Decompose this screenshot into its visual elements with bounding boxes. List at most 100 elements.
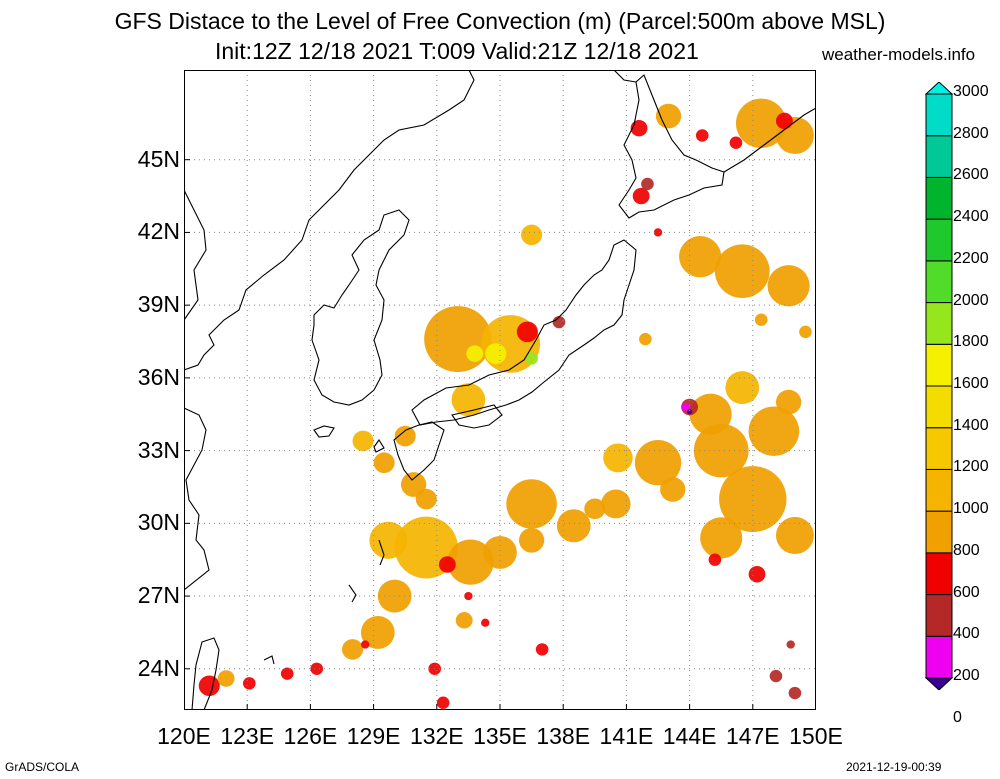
lfc-patch bbox=[799, 325, 812, 338]
colorbar-label-1400: 1400 bbox=[953, 416, 989, 434]
lfc-patch bbox=[369, 521, 408, 559]
coast-china-north bbox=[184, 189, 207, 321]
lfc-patch bbox=[603, 443, 633, 473]
lon-label-147E: 147E bbox=[725, 723, 780, 749]
coast-jeju bbox=[313, 425, 335, 438]
map-plot bbox=[184, 70, 816, 710]
lfc-patch bbox=[280, 667, 294, 680]
lfc-patch bbox=[653, 228, 663, 237]
footer-software: GrADS/COLA bbox=[5, 760, 80, 774]
lfc-patch bbox=[360, 615, 395, 649]
lfc-patch bbox=[360, 640, 370, 649]
lon-label-132E: 132E bbox=[409, 723, 464, 749]
colorbar-box bbox=[925, 510, 953, 554]
coast-ryukyu-okinawa bbox=[348, 584, 357, 603]
lfc-patch bbox=[735, 98, 787, 149]
lfc-patch bbox=[516, 321, 538, 343]
colorbar-box bbox=[925, 635, 953, 679]
colorbar-box bbox=[925, 594, 953, 637]
lon-label-126E: 126E bbox=[283, 723, 338, 749]
lat-label-30N: 30N bbox=[137, 509, 180, 536]
lfc-patch bbox=[748, 566, 766, 583]
colorbar-label-1600: 1600 bbox=[953, 375, 989, 392]
colorbar-box bbox=[925, 93, 953, 137]
colorbar-boxes bbox=[925, 82, 953, 690]
lfc-patch bbox=[601, 489, 631, 519]
coast-yaeyama bbox=[263, 655, 275, 665]
lfc-patch bbox=[767, 265, 810, 307]
lfc-patch bbox=[687, 409, 693, 415]
lfc-patch bbox=[451, 383, 486, 417]
lfc-patch bbox=[535, 643, 549, 656]
lfc-patch bbox=[342, 639, 364, 660]
lfc-patch bbox=[630, 119, 648, 137]
colorbar-box bbox=[925, 343, 953, 387]
lon-label-141E: 141E bbox=[599, 723, 654, 749]
colorbar-box bbox=[925, 135, 953, 178]
colorbar-label-1000: 1000 bbox=[953, 500, 989, 518]
lfc-patch bbox=[518, 527, 545, 553]
map-title: GFS Distace to the Level of Free Convect… bbox=[114, 8, 886, 34]
lfc-patch bbox=[634, 440, 682, 486]
colorbar-box bbox=[925, 468, 953, 512]
colorbar-box bbox=[925, 385, 953, 429]
lfc-patch bbox=[695, 129, 709, 142]
lfc-patch bbox=[641, 177, 654, 191]
colorbar-box bbox=[925, 427, 953, 470]
lfc-patch bbox=[660, 477, 686, 502]
coast-tsushima bbox=[373, 439, 385, 453]
colorbar-box bbox=[925, 260, 953, 304]
lfc-patch bbox=[485, 343, 507, 364]
lfc-patch bbox=[400, 472, 427, 497]
lfc-patch bbox=[556, 509, 591, 543]
lfc-patch bbox=[394, 425, 416, 447]
lfc-patch bbox=[754, 313, 768, 326]
lfc-patch bbox=[455, 612, 473, 629]
coast-korea bbox=[311, 209, 410, 406]
lfc-patch bbox=[415, 488, 437, 510]
colorbar-label-600: 600 bbox=[953, 583, 980, 601]
lfc-patch bbox=[679, 236, 722, 278]
coast-china-south bbox=[184, 407, 210, 591]
lfc-patch bbox=[352, 430, 374, 452]
coast-taiwan bbox=[191, 637, 220, 710]
lfc-patch bbox=[639, 332, 652, 346]
coast-ryukyu-amami bbox=[378, 539, 385, 566]
lfc-patch bbox=[693, 423, 749, 478]
lfc-patch bbox=[708, 553, 722, 566]
lfc-field-layer bbox=[198, 98, 814, 709]
lfc-patch bbox=[655, 103, 682, 129]
lat-label-36N: 36N bbox=[137, 363, 180, 390]
colorbar-label-3000: 3000 bbox=[953, 83, 989, 100]
colorbar-min-triangle bbox=[925, 677, 953, 690]
lfc-patch bbox=[242, 677, 256, 690]
lfc-patch bbox=[729, 136, 743, 149]
lfc-patch bbox=[436, 696, 450, 709]
colorbar-label-200: 200 bbox=[953, 667, 980, 684]
coast-honshu bbox=[411, 239, 637, 426]
colorbar bbox=[925, 82, 953, 690]
lfc-patch bbox=[310, 662, 324, 675]
colorbar-label-1200: 1200 bbox=[953, 458, 989, 476]
coast-korea-manchuria bbox=[184, 70, 475, 371]
lfc-patch bbox=[481, 618, 490, 627]
lat-label-24N: 24N bbox=[137, 654, 180, 681]
lon-label-129E: 129E bbox=[346, 723, 401, 749]
lfc-patch bbox=[681, 402, 690, 412]
coast-sakhalin bbox=[613, 70, 637, 83]
colorbar-label-1800: 1800 bbox=[953, 333, 989, 351]
lon-label-135E: 135E bbox=[473, 723, 527, 749]
lfc-patch bbox=[466, 345, 484, 362]
source-site: weather-models.info bbox=[822, 45, 976, 64]
colorbar-box bbox=[925, 302, 953, 345]
colorbar-box bbox=[925, 176, 953, 220]
colorbar-label-2200: 2200 bbox=[953, 249, 989, 267]
colorbar-label-2800: 2800 bbox=[953, 124, 989, 142]
lfc-patch bbox=[775, 516, 814, 554]
coast-hokkaido bbox=[618, 74, 725, 219]
lfc-patch bbox=[786, 640, 795, 649]
lfc-patch bbox=[725, 371, 760, 405]
lfc-patch bbox=[521, 224, 543, 246]
lfc-patch bbox=[525, 352, 538, 365]
lfc-patch bbox=[769, 669, 783, 683]
